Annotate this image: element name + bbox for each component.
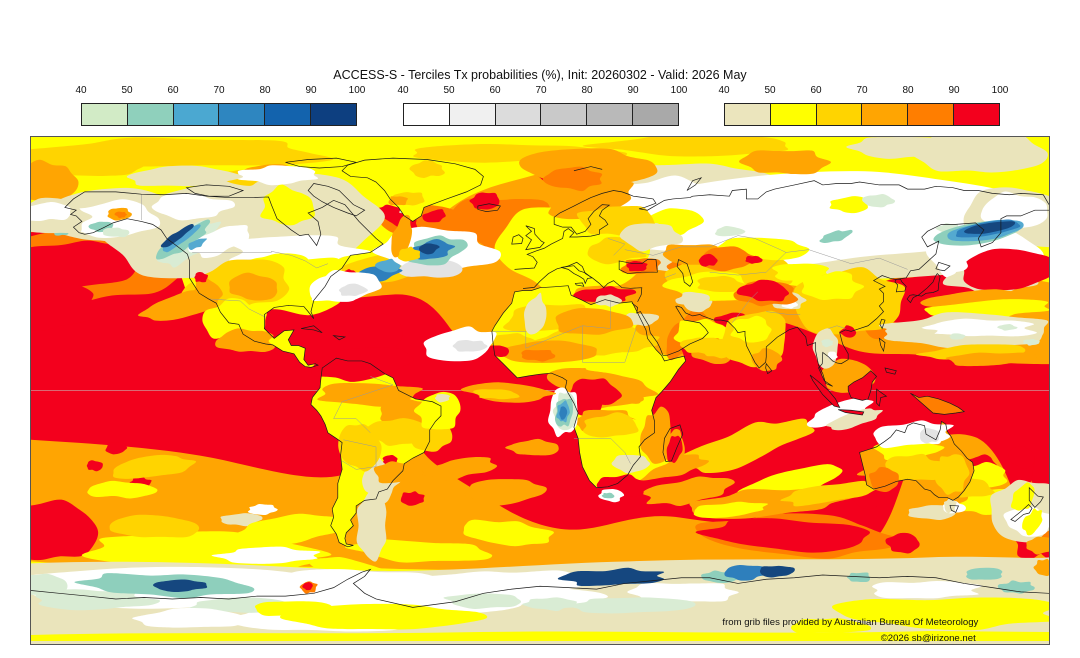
svg-text:©2026 sb@irizone.net: ©2026 sb@irizone.net [881, 633, 976, 644]
svg-text:from grib files provided by Au: from grib files provided by Australian B… [722, 617, 978, 628]
